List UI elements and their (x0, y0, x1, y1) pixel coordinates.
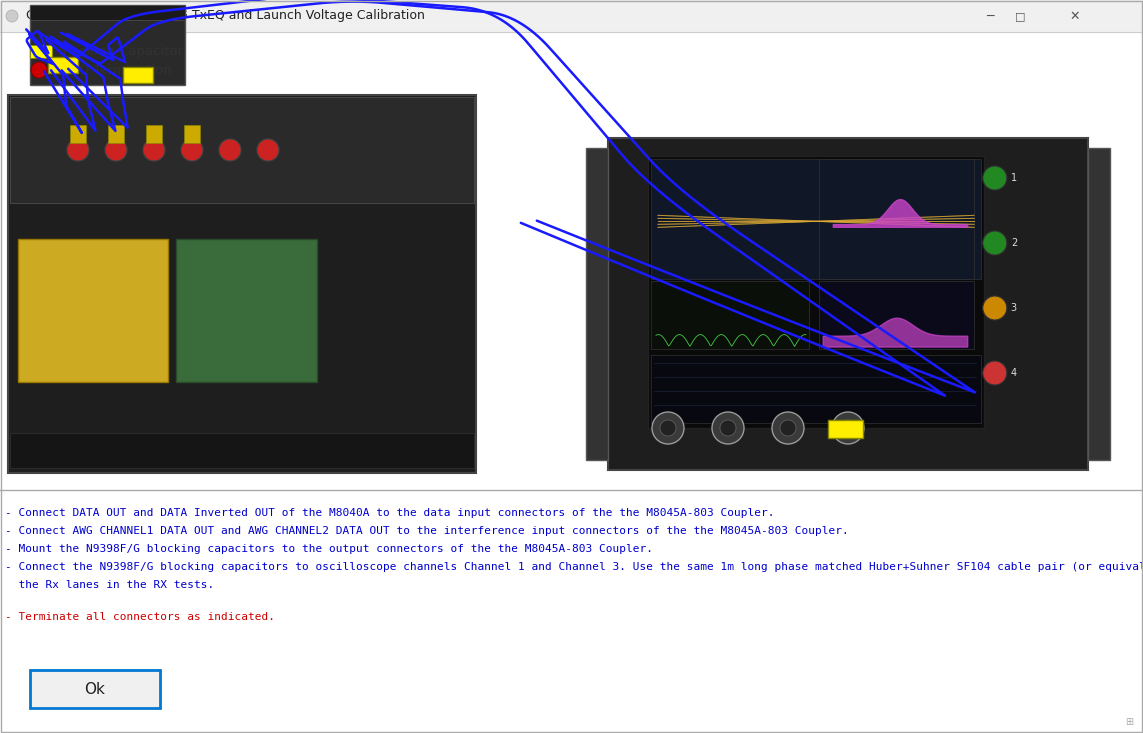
Bar (586, 148, 608, 460)
Bar (652, 281, 809, 350)
Text: Blocking Capacitor: Blocking Capacitor (58, 45, 183, 59)
Circle shape (720, 420, 736, 436)
Circle shape (181, 139, 203, 161)
Circle shape (67, 139, 89, 161)
Text: 4: 4 (1010, 368, 1017, 378)
Circle shape (983, 231, 1007, 255)
Circle shape (31, 62, 47, 78)
Text: 3: 3 (1010, 303, 1017, 313)
Text: ✕: ✕ (1070, 10, 1080, 23)
Bar (8, 95, 475, 473)
Circle shape (983, 166, 1007, 190)
Text: Ok: Ok (85, 682, 105, 696)
Circle shape (143, 139, 165, 161)
Circle shape (660, 420, 676, 436)
Circle shape (105, 139, 127, 161)
Bar (18, 239, 168, 383)
Bar (652, 159, 981, 279)
Circle shape (6, 10, 18, 22)
Circle shape (712, 412, 744, 444)
Text: - Connect DATA OUT and DATA Inverted OUT of the M8040A to the data input connect: - Connect DATA OUT and DATA Inverted OUT… (5, 508, 775, 518)
Bar (30, 670, 160, 708)
Bar (608, 138, 1088, 470)
Text: ⊞: ⊞ (1125, 717, 1133, 727)
Bar (820, 159, 974, 279)
Bar (48, 57, 78, 73)
Bar (828, 420, 863, 438)
Text: - Connect the N9398F/G blocking capacitors to oscilloscope channels Channel 1 an: - Connect the N9398F/G blocking capacito… (5, 562, 1143, 572)
Bar (176, 239, 317, 383)
Bar (1088, 148, 1110, 460)
Text: - Connect AWG CHANNEL1 DATA OUT and AWG CHANNEL2 DATA OUT to the interference in: - Connect AWG CHANNEL1 DATA OUT and AWG … (5, 526, 849, 536)
Text: the Rx lanes in the RX tests.: the Rx lanes in the RX tests. (5, 580, 214, 590)
Text: - Mount the N9398F/G blocking capacitors to the output connectors of the the M80: - Mount the N9398F/G blocking capacitors… (5, 544, 653, 554)
Bar (107, 125, 123, 143)
Text: 1: 1 (1010, 173, 1017, 183)
Text: 50 Ω Termination: 50 Ω Termination (58, 64, 171, 76)
Text: 2: 2 (1010, 238, 1017, 248)
Circle shape (983, 361, 1007, 385)
Bar (70, 125, 86, 143)
Bar (10, 97, 474, 203)
Bar (652, 355, 981, 423)
Bar (0, 0, 1143, 32)
Bar (30, 5, 185, 20)
Circle shape (983, 296, 1007, 320)
Bar (30, 5, 185, 85)
Text: Connection Setup for 16G TxEQ and Launch Voltage Calibration: Connection Setup for 16G TxEQ and Launch… (26, 10, 425, 23)
Bar (820, 281, 974, 350)
Text: - Terminate all connectors as indicated.: - Terminate all connectors as indicated. (5, 612, 275, 622)
Circle shape (219, 139, 241, 161)
Text: ─: ─ (986, 10, 993, 23)
Circle shape (840, 420, 856, 436)
Circle shape (832, 412, 864, 444)
Bar (123, 67, 153, 83)
Text: □: □ (1015, 11, 1025, 21)
Circle shape (257, 139, 279, 161)
Bar (10, 433, 474, 468)
Bar (146, 125, 162, 143)
Circle shape (772, 412, 804, 444)
Circle shape (780, 420, 796, 436)
Bar (184, 125, 200, 143)
Circle shape (652, 412, 684, 444)
Bar (30, 45, 51, 58)
Bar (648, 156, 984, 428)
